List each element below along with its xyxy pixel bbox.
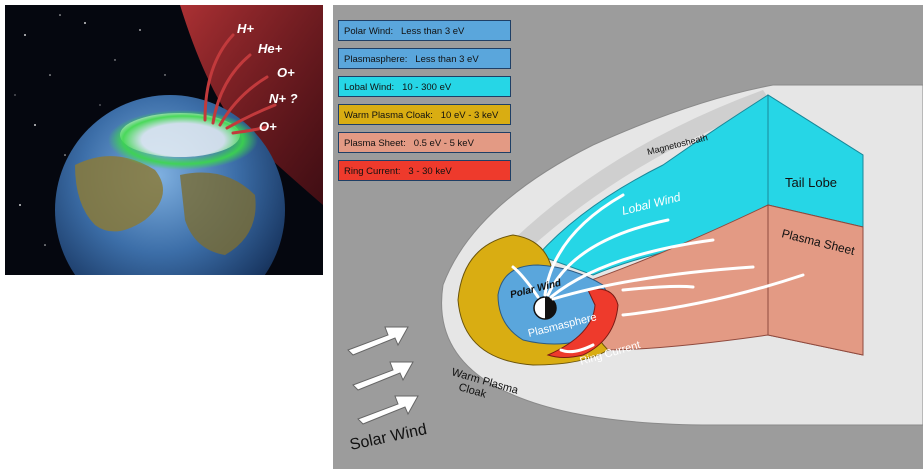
flow-arrows (511, 193, 805, 354)
legend-item-ring-current: Ring Current: 3 - 30 keV (338, 160, 511, 181)
solar-wind-arrows (347, 326, 419, 425)
legend-item-plasma-sheet: Plasma Sheet: 0.5 eV - 5 keV (338, 132, 511, 153)
magnetosphere-diagram: Magnetosheath Lobal Wind Tail Lobe Plasm… (333, 5, 923, 469)
ion-outflow-haze (180, 5, 323, 205)
ion-label: H+ (237, 21, 254, 36)
legend-item-polar-wind: Polar Wind: Less than 3 eV (338, 20, 511, 41)
ion-label: O+ (259, 119, 277, 134)
earth-ion-outflow-image: H+ He+ O+ N+ ? O+ (5, 5, 323, 325)
ion-label: N+ ? (269, 91, 298, 106)
tail-lobe-label: Tail Lobe (785, 175, 837, 190)
solar-wind-label: Solar Wind (348, 421, 428, 454)
aurora-oval (108, 110, 258, 170)
legend-item-plasmasphere: Plasmasphere: Less than 3 eV (338, 48, 511, 69)
ion-label: O+ (277, 65, 295, 80)
outflow-arrows (203, 33, 277, 135)
ion-labels: H+ He+ O+ N+ ? O+ (237, 21, 298, 134)
ion-label: He+ (258, 41, 283, 56)
legend-item-warm-plasma-cloak: Warm Plasma Cloak: 10 eV - 3 keV (338, 104, 511, 125)
continents (75, 156, 163, 232)
ring-current-region (546, 288, 619, 358)
plasma-sheet-face (767, 204, 864, 356)
magnetosheath-band (513, 90, 773, 250)
legend-item-lobal-wind: Lobal Wind: 10 - 300 eV (338, 76, 511, 97)
